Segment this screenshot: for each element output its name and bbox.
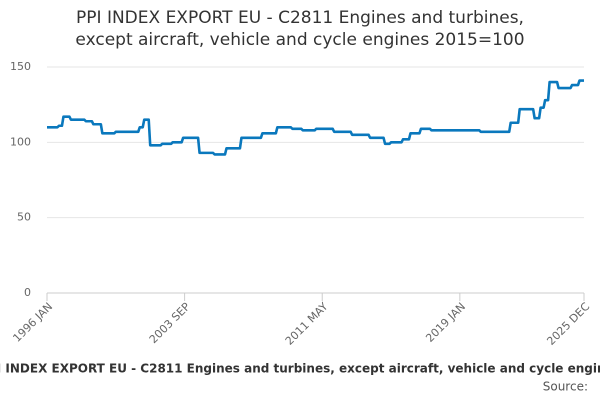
x-tick-label: 2025 DEC xyxy=(544,300,592,348)
chart-title: except aircraft, vehicle and cycle engin… xyxy=(75,30,524,50)
line xyxy=(47,79,584,156)
chart-title: PPI INDEX EXPORT EU - C2811 Engines and … xyxy=(76,8,524,28)
x-tick-label: 2003 SEP xyxy=(147,300,193,346)
source: Source: xyxy=(543,380,588,394)
x-tick-label: 1996 JAN xyxy=(10,300,55,345)
y-tick-label: 50 xyxy=(17,211,31,224)
y-tick-label: 150 xyxy=(10,60,31,73)
y-tick-label: 100 xyxy=(10,135,31,148)
series-label: PPI INDEX EXPORT EU - C2811 Engines and … xyxy=(0,362,600,376)
x-tick-label: 2019 JAN xyxy=(423,300,468,345)
x-tick-label: 2011 MAY xyxy=(283,300,331,348)
y-tick-label: 0 xyxy=(24,286,31,299)
